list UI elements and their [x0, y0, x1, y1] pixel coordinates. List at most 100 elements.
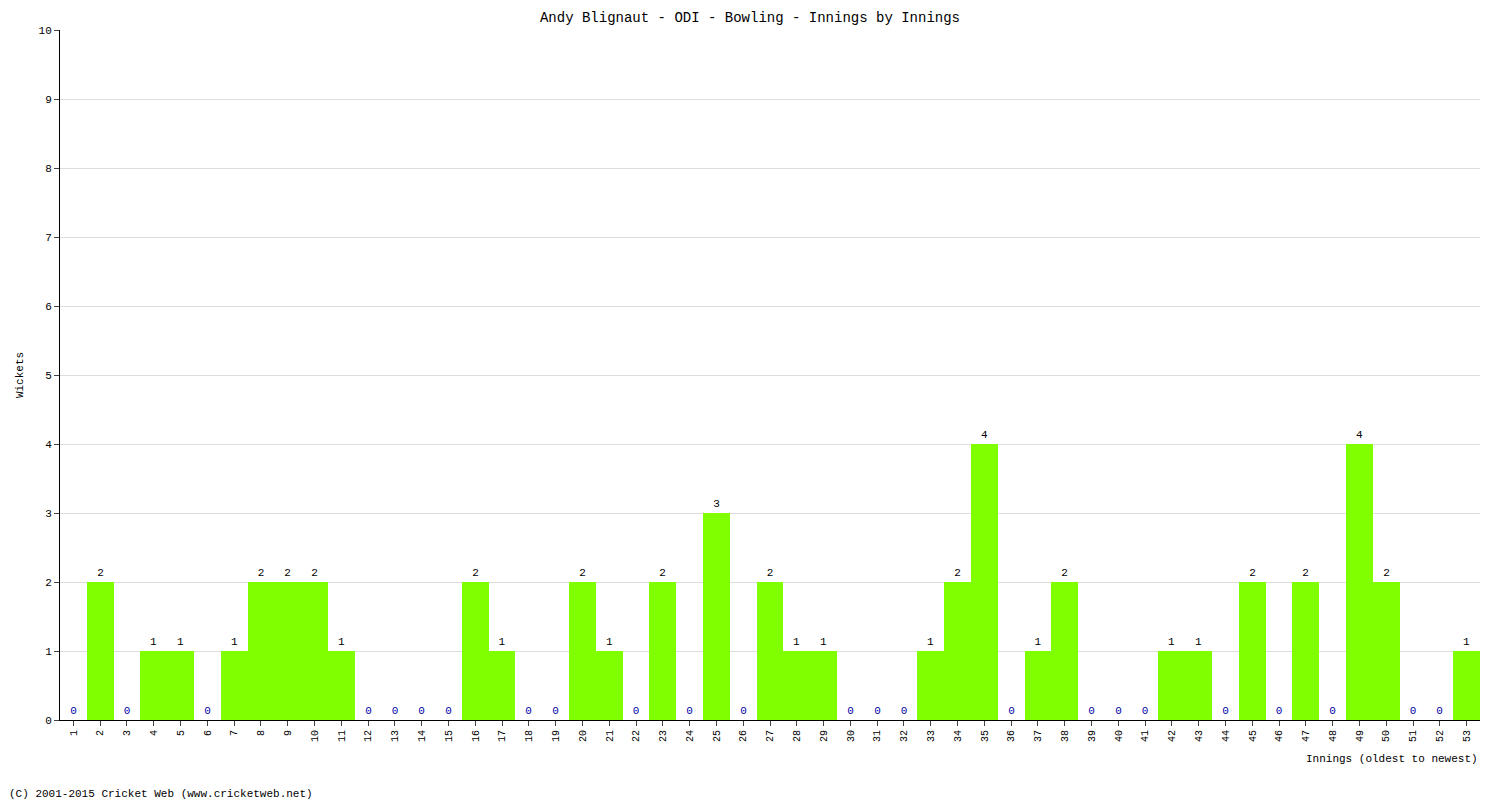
svg-text:0: 0: [552, 705, 559, 717]
svg-text:48: 48: [1328, 730, 1339, 742]
svg-text:9: 9: [45, 94, 52, 106]
svg-text:3: 3: [713, 498, 720, 510]
svg-text:53: 53: [1462, 730, 1473, 742]
svg-text:0: 0: [204, 705, 211, 717]
svg-text:33: 33: [926, 730, 937, 742]
svg-text:1: 1: [499, 636, 506, 648]
svg-text:25: 25: [712, 730, 723, 742]
svg-text:49: 49: [1355, 730, 1366, 742]
svg-text:20: 20: [578, 730, 589, 742]
svg-text:Wickets: Wickets: [14, 352, 26, 398]
svg-text:51: 51: [1408, 730, 1419, 742]
svg-text:10: 10: [310, 730, 321, 742]
svg-text:1: 1: [69, 730, 80, 736]
svg-text:0: 0: [1276, 705, 1283, 717]
svg-text:2: 2: [311, 567, 318, 579]
svg-text:1: 1: [150, 636, 157, 648]
svg-text:0: 0: [847, 705, 854, 717]
svg-text:0: 0: [1142, 705, 1149, 717]
svg-text:1: 1: [1168, 636, 1175, 648]
svg-text:0: 0: [70, 705, 77, 717]
svg-text:18: 18: [524, 730, 535, 742]
svg-text:34: 34: [953, 730, 964, 742]
svg-text:2: 2: [45, 577, 52, 589]
svg-text:24: 24: [685, 730, 696, 742]
svg-text:14: 14: [417, 730, 428, 742]
svg-text:41: 41: [1140, 730, 1151, 742]
svg-text:0: 0: [1410, 705, 1417, 717]
svg-text:4: 4: [1356, 429, 1363, 441]
svg-text:0: 0: [740, 705, 747, 717]
svg-text:1: 1: [793, 636, 800, 648]
svg-text:22: 22: [631, 730, 642, 742]
svg-text:2: 2: [579, 567, 586, 579]
svg-text:0: 0: [525, 705, 532, 717]
svg-text:35: 35: [980, 730, 991, 742]
svg-text:0: 0: [1115, 705, 1122, 717]
svg-text:52: 52: [1435, 730, 1446, 742]
svg-text:1: 1: [606, 636, 613, 648]
svg-text:1: 1: [1463, 636, 1470, 648]
svg-text:0: 0: [901, 705, 908, 717]
svg-text:1: 1: [338, 636, 345, 648]
svg-text:1: 1: [1195, 636, 1202, 648]
svg-text:0: 0: [633, 705, 640, 717]
svg-text:2: 2: [472, 567, 479, 579]
svg-text:Andy Blignaut - ODI - Bowling: Andy Blignaut - ODI - Bowling - Innings …: [540, 10, 960, 26]
svg-text:44: 44: [1221, 730, 1232, 742]
svg-text:40: 40: [1114, 730, 1125, 742]
svg-text:0: 0: [1436, 705, 1443, 717]
svg-text:5: 5: [176, 730, 187, 736]
svg-text:1: 1: [1035, 636, 1042, 648]
svg-text:47: 47: [1301, 730, 1312, 742]
svg-text:5: 5: [45, 370, 52, 382]
svg-text:1: 1: [177, 636, 184, 648]
svg-text:4: 4: [981, 429, 988, 441]
svg-text:21: 21: [605, 730, 616, 742]
svg-text:30: 30: [846, 730, 857, 742]
svg-text:2: 2: [1061, 567, 1068, 579]
svg-text:2: 2: [284, 567, 291, 579]
svg-text:2: 2: [767, 567, 774, 579]
svg-text:0: 0: [1329, 705, 1336, 717]
svg-text:(C) 2001-2015 Cricket Web (www: (C) 2001-2015 Cricket Web (www.cricketwe…: [9, 788, 313, 800]
svg-text:26: 26: [738, 730, 749, 742]
svg-text:0: 0: [1008, 705, 1015, 717]
svg-text:27: 27: [765, 730, 776, 742]
svg-text:29: 29: [819, 730, 830, 742]
svg-text:6: 6: [203, 730, 214, 736]
svg-text:4: 4: [149, 730, 160, 736]
svg-text:32: 32: [899, 730, 910, 742]
svg-text:7: 7: [45, 232, 52, 244]
svg-text:10: 10: [39, 25, 52, 37]
svg-text:38: 38: [1060, 730, 1071, 742]
svg-text:0: 0: [1222, 705, 1229, 717]
svg-text:17: 17: [497, 730, 508, 742]
svg-text:50: 50: [1381, 730, 1392, 742]
svg-text:0: 0: [874, 705, 881, 717]
svg-text:2: 2: [1302, 567, 1309, 579]
svg-text:42: 42: [1167, 730, 1178, 742]
svg-text:Innings (oldest to newest): Innings (oldest to newest): [1306, 753, 1478, 765]
svg-text:1: 1: [231, 636, 238, 648]
svg-text:23: 23: [658, 730, 669, 742]
svg-text:2: 2: [954, 567, 961, 579]
svg-text:39: 39: [1087, 730, 1098, 742]
svg-text:36: 36: [1006, 730, 1017, 742]
svg-text:0: 0: [445, 705, 452, 717]
svg-text:2: 2: [1249, 567, 1256, 579]
svg-text:1: 1: [45, 646, 52, 658]
svg-text:15: 15: [444, 730, 455, 742]
svg-text:43: 43: [1194, 730, 1205, 742]
svg-text:45: 45: [1248, 730, 1259, 742]
svg-text:19: 19: [551, 730, 562, 742]
svg-text:2: 2: [258, 567, 265, 579]
svg-text:6: 6: [45, 301, 52, 313]
svg-text:2: 2: [95, 730, 106, 736]
svg-text:9: 9: [283, 730, 294, 736]
svg-text:8: 8: [45, 163, 52, 175]
svg-text:46: 46: [1274, 730, 1285, 742]
svg-text:0: 0: [418, 705, 425, 717]
svg-text:2: 2: [1383, 567, 1390, 579]
svg-text:1: 1: [820, 636, 827, 648]
